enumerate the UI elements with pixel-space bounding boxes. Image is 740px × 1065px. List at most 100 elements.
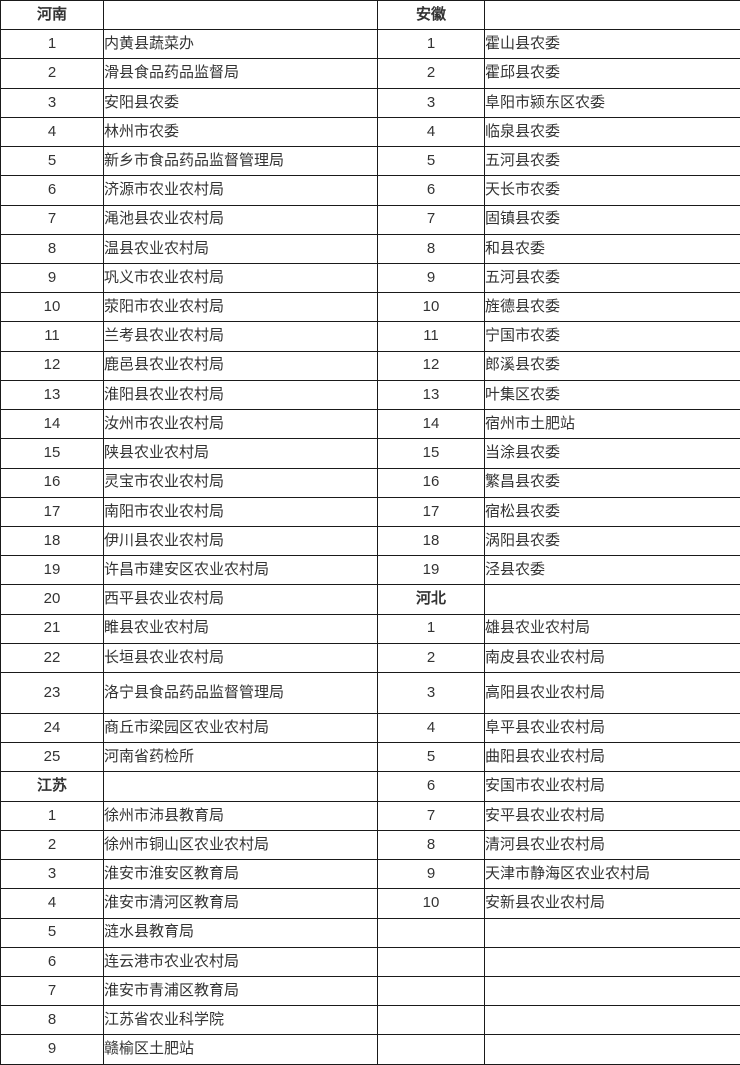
agency-name-cell: 宿州市土肥站 [484,409,740,440]
row-number-cell: 9 [377,859,485,890]
row-number-cell: 14 [0,409,104,440]
agency-name-cell: 济源市农业农村局 [103,175,378,206]
row-number-cell: 17 [377,496,485,527]
agency-name-cell: 涡阳县农委 [484,525,740,557]
agency-name-cell: 天津市静海区农业农村局 [484,859,740,890]
agency-name-cell: 南皮县农业农村局 [484,642,740,674]
table-row: 3 安阳县农委 3 阜阳市颍东区农委 [0,87,740,118]
agency-name-cell: 霍邱县农委 [484,58,740,89]
agency-name-cell: 繁昌县农委 [484,467,740,498]
empty-cell [377,1034,485,1065]
table-row: 1 徐州市沛县教育局 7 安平县农业农村局 [0,800,740,831]
agency-name-cell: 巩义市农业农村局 [103,262,378,294]
table-row: 9 巩义市农业农村局 9 五河县农委 [0,262,740,294]
table-row: 6 连云港市农业农村局 [0,946,740,978]
agency-name-cell: 安国市农业农村局 [484,771,740,802]
row-number-cell: 6 [377,175,485,206]
agency-name-cell: 南阳市农业农村局 [103,496,378,527]
table-row: 18 伊川县农业农村局 18 涡阳县农委 [0,525,740,557]
row-number-cell: 8 [377,829,485,861]
empty-cell [377,1005,485,1036]
row-number-cell: 11 [377,321,485,352]
agency-name-cell: 天长市农委 [484,175,740,206]
table-row: 10 荥阳市农业农村局 10 旌德县农委 [0,292,740,323]
table-row: 16 灵宝市农业农村局 16 繁昌县农委 [0,467,740,498]
row-number-cell: 11 [0,321,104,352]
table-row: 23 洛宁县食品药品监督管理局 3 高阳县农业农村局 [0,672,740,715]
agency-name-cell: 赣榆区土肥站 [103,1034,378,1065]
table-row: 24 商丘市梁园区农业农村局 4 阜平县农业农村局 [0,713,740,744]
agency-name-cell: 五河县农委 [484,146,740,177]
table-row: 5 新乡市食品药品监督管理局 5 五河县农委 [0,146,740,177]
empty-cell [377,975,485,1007]
row-number-cell: 3 [0,87,104,118]
row-number-cell: 14 [377,409,485,440]
agency-name-cell: 雄县农业农村局 [484,613,740,644]
table-row: 4 淮安市清河区教育局 10 安新县农业农村局 [0,888,740,919]
row-number-cell: 4 [0,888,104,919]
table-row: 2 徐州市铜山区农业农村局 8 清河县农业农村局 [0,829,740,861]
row-number-cell: 22 [0,642,104,674]
table-row: 11 兰考县农业农村局 11 宁国市农委 [0,321,740,352]
table-row: 25 河南省药检所 5 曲阳县农业农村局 [0,742,740,773]
agency-name-cell: 河南省药检所 [103,742,378,773]
row-number-cell: 2 [377,642,485,674]
agency-name-cell: 兰考县农业农村局 [103,321,378,352]
row-number-cell: 1 [377,29,485,60]
row-number-cell: 16 [0,467,104,498]
row-number-cell: 18 [0,525,104,557]
agency-name-cell: 和县农委 [484,233,740,264]
row-number-cell: 25 [0,742,104,773]
empty-cell [484,975,740,1007]
row-number-cell: 4 [377,116,485,148]
row-number-cell: 4 [377,713,485,744]
table-row: 7 淮安市青浦区教育局 [0,975,740,1007]
empty-cell [484,1005,740,1036]
table-row: 河南 安徽 [0,0,740,31]
agency-name-cell: 新乡市食品药品监督管理局 [103,146,378,177]
row-number-cell: 19 [0,555,104,586]
row-number-cell: 15 [377,438,485,469]
table-row: 8 温县农业农村局 8 和县农委 [0,233,740,264]
empty-cell [484,1034,740,1065]
agency-name-cell: 安平县农业农村局 [484,800,740,831]
agency-name-cell: 霍山县农委 [484,29,740,60]
row-number-cell: 1 [0,29,104,60]
table-row: 6 济源市农业农村局 6 天长市农委 [0,175,740,206]
agency-name-cell: 阜阳市颍东区农委 [484,87,740,118]
empty-cell [484,584,740,615]
row-number-cell: 19 [377,555,485,586]
province-header-cell: 江苏 [0,771,104,802]
row-number-cell: 3 [0,859,104,890]
agency-name-cell: 淮安市清河区教育局 [103,888,378,919]
row-number-cell: 13 [377,379,485,411]
province-header-cell: 安徽 [377,0,485,31]
agency-name-cell: 五河县农委 [484,262,740,294]
agency-name-cell: 泾县农委 [484,555,740,586]
row-number-cell: 5 [0,146,104,177]
table-row: 9 赣榆区土肥站 [0,1034,740,1065]
agency-name-cell: 清河县农业农村局 [484,829,740,861]
row-number-cell: 7 [377,204,485,235]
agency-name-cell: 安新县农业农村局 [484,888,740,919]
agency-name-cell: 淮安市青浦区教育局 [103,975,378,1007]
row-number-cell: 4 [0,116,104,148]
row-number-cell: 5 [377,146,485,177]
agency-name-cell: 伊川县农业农村局 [103,525,378,557]
table-row: 12 鹿邑县农业农村局 12 郎溪县农委 [0,350,740,381]
row-number-cell: 1 [0,800,104,831]
table-row: 14 汝州市农业农村局 14 宿州市土肥站 [0,409,740,440]
row-number-cell: 2 [0,829,104,861]
agency-name-cell: 安阳县农委 [103,87,378,118]
row-number-cell: 21 [0,613,104,644]
agency-name-cell: 连云港市农业农村局 [103,946,378,978]
agency-name-cell: 江苏省农业科学院 [103,1005,378,1036]
agency-name-cell: 叶集区农委 [484,379,740,411]
agency-name-cell: 洛宁县食品药品监督管理局 [103,672,378,715]
row-number-cell: 8 [0,233,104,264]
empty-cell [377,917,485,948]
empty-cell [484,0,740,31]
